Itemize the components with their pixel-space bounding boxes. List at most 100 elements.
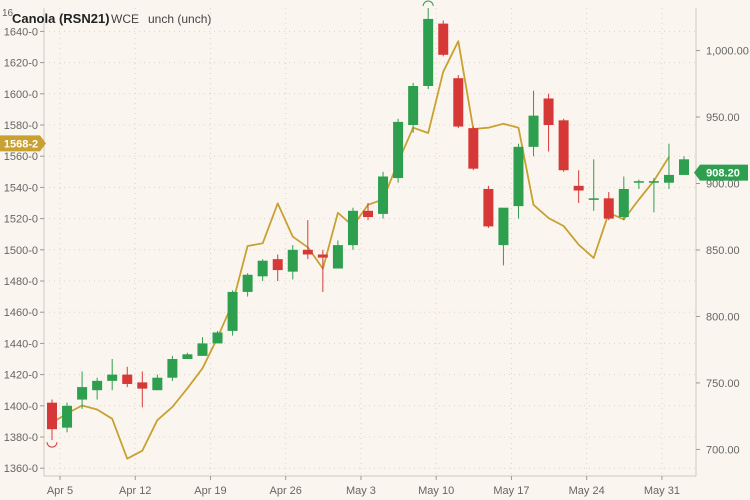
x-tick-label: May 3 bbox=[346, 485, 376, 497]
right-price-badge bbox=[694, 164, 748, 181]
right-tick-label: 1,000.00 bbox=[706, 46, 749, 58]
candle bbox=[287, 245, 298, 280]
candle-body bbox=[573, 185, 584, 191]
left-price-badge bbox=[0, 135, 46, 152]
candle-body bbox=[197, 343, 208, 356]
candle-body bbox=[423, 18, 434, 87]
exchange-label: WCE bbox=[111, 12, 139, 26]
candle-body bbox=[679, 159, 689, 175]
candle bbox=[573, 170, 584, 203]
candle bbox=[302, 220, 313, 260]
left-tick-label: 1360-0 bbox=[4, 463, 38, 475]
x-tick-label: May 24 bbox=[569, 485, 605, 497]
candle bbox=[152, 374, 163, 391]
candle bbox=[588, 159, 599, 211]
left-price-axis: 1360-0 1380-0 1400-0 1420-0 1440-0 1460-0 1480… bbox=[4, 26, 44, 475]
candle-body bbox=[287, 249, 298, 272]
right-tick-label: 900.00 bbox=[706, 179, 740, 191]
left-tick-label: 1600-0 bbox=[4, 89, 38, 101]
candle-body bbox=[137, 382, 148, 389]
left-tick-label: 1400-0 bbox=[4, 401, 38, 413]
candle bbox=[633, 179, 644, 189]
left-tick-label: 1380-0 bbox=[4, 432, 38, 444]
candle-body bbox=[212, 332, 223, 344]
candle bbox=[77, 371, 88, 409]
candle-body bbox=[453, 78, 464, 127]
right-tick-label: 750.00 bbox=[706, 378, 740, 390]
candle-body bbox=[393, 121, 404, 179]
candle bbox=[92, 377, 103, 400]
candle-body bbox=[107, 374, 118, 381]
left-tick-label: 1540-0 bbox=[4, 182, 38, 194]
x-tick-label: Apr 12 bbox=[119, 485, 151, 497]
candle-body bbox=[272, 259, 283, 271]
high-marker bbox=[422, 0, 434, 7]
x-tick-label: Apr 5 bbox=[47, 485, 73, 497]
candle-body bbox=[498, 207, 509, 246]
candle-body bbox=[543, 98, 554, 125]
right-tick-label: 700.00 bbox=[706, 444, 740, 456]
candle bbox=[363, 203, 373, 221]
left-tick-label: 1480-0 bbox=[4, 276, 38, 288]
candle bbox=[257, 259, 268, 281]
candle bbox=[347, 207, 358, 250]
left-tick-label: 1560-0 bbox=[4, 151, 38, 163]
left-tick-label: 1580-0 bbox=[4, 120, 38, 132]
candle bbox=[438, 20, 449, 57]
candle-body bbox=[152, 377, 163, 391]
candle bbox=[227, 290, 238, 336]
candle bbox=[679, 156, 689, 175]
left-tick-label: 1420-0 bbox=[4, 370, 38, 382]
candle bbox=[317, 249, 328, 292]
candle-body bbox=[528, 115, 539, 147]
candle-body bbox=[648, 181, 659, 183]
candle-body bbox=[227, 291, 238, 331]
candle bbox=[453, 75, 464, 129]
candle-body bbox=[483, 188, 494, 227]
candle bbox=[468, 126, 479, 171]
candle bbox=[528, 90, 539, 157]
candle bbox=[618, 176, 629, 221]
candle-body bbox=[633, 181, 644, 183]
candle bbox=[137, 371, 148, 408]
low-marker bbox=[46, 442, 58, 448]
candle bbox=[513, 143, 524, 219]
candle-body bbox=[92, 380, 103, 391]
candle-body bbox=[603, 198, 614, 219]
candle bbox=[62, 402, 73, 433]
candle-body bbox=[468, 128, 479, 169]
candle-body bbox=[558, 120, 569, 171]
left-tick-label: 1460-0 bbox=[4, 307, 38, 319]
candle-body bbox=[332, 245, 343, 269]
overlay-line bbox=[51, 40, 670, 460]
extreme-markers bbox=[46, 0, 434, 448]
candle-body bbox=[663, 174, 674, 183]
candle bbox=[167, 355, 178, 381]
date-axis: Apr 5 Apr 12 Apr 19 Apr 26 May 3 May 10 May 17… bbox=[47, 476, 680, 497]
candle bbox=[212, 330, 223, 344]
candle-body bbox=[618, 188, 629, 218]
candle-body bbox=[408, 86, 419, 125]
candle-body bbox=[62, 405, 73, 428]
right-tick-label: 800.00 bbox=[706, 311, 740, 323]
candle bbox=[47, 399, 57, 441]
x-tick-label: Apr 19 bbox=[194, 485, 226, 497]
candle bbox=[378, 171, 389, 219]
price-badges: 1568-2 908.20 bbox=[0, 135, 748, 181]
candle-body bbox=[77, 387, 88, 400]
right-tick-label: 950.00 bbox=[706, 112, 740, 124]
x-tick-label: May 10 bbox=[418, 485, 454, 497]
candle bbox=[558, 118, 569, 172]
candle-body bbox=[588, 198, 599, 200]
right-tick-label: 850.00 bbox=[706, 245, 740, 257]
candle-body bbox=[347, 210, 358, 246]
grid bbox=[43, 8, 697, 477]
chart-title: Canola (RSN21) bbox=[12, 11, 110, 26]
candle-body bbox=[302, 249, 313, 255]
x-tick-label: Apr 26 bbox=[270, 485, 302, 497]
x-tick-label: May 17 bbox=[493, 485, 529, 497]
candle bbox=[272, 254, 283, 281]
candle bbox=[603, 192, 614, 221]
